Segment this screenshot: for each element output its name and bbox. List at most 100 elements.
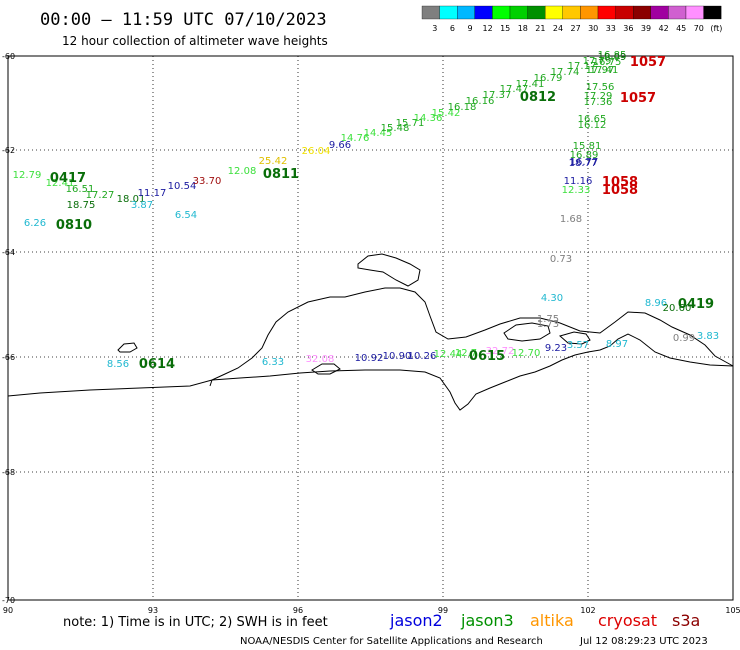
wave-height-value: 10.54 [168, 181, 197, 192]
colorbar-swatch [562, 5, 581, 20]
wave-height-value: 16.12 [578, 120, 607, 131]
wave-height-value: 16.79 [534, 73, 563, 84]
graticule [8, 56, 733, 600]
longitude-tick: 96 [293, 606, 303, 615]
wave-height-value: 16.16 [466, 96, 495, 107]
wave-height-value: 18.77 [569, 158, 598, 169]
colorbar-swatch [615, 5, 634, 20]
satellite-legend-item: jason2 [389, 611, 443, 630]
pass-time-label: 0812 [520, 90, 556, 105]
colorbar-label: 15 [500, 24, 510, 33]
wave-height-value: 15.48 [381, 123, 410, 134]
colorbar-label: 18 [518, 24, 528, 33]
wave-height-value: 10.92 [355, 353, 384, 364]
pass-time-label: 0614 [139, 357, 175, 372]
wave-height-value: 6.26 [24, 218, 46, 229]
wave-height-value: 18.75 [67, 200, 96, 211]
colorbar-legend: 3 6 9 12 15 18 21 24 27 30 33 36 39 42 45 70 (ft) [421, 5, 722, 33]
wave-height-value: 8.56 [107, 359, 129, 370]
wave-height-value: 16.65 [578, 114, 607, 125]
satellite-legend-item: altika [530, 611, 574, 630]
wave-height-value: 12.33 [562, 185, 591, 196]
longitude-tick: 102 [580, 606, 595, 615]
colorbar-label: 9 [467, 24, 472, 33]
pass-time-label: 1058 [602, 175, 638, 190]
wave-height-value: 15.71 [396, 118, 425, 129]
wave-height-value: 14.76 [341, 133, 370, 144]
pass-time-label: 1058 [602, 183, 638, 198]
colorbar-swatch [545, 5, 563, 20]
wave-height-value: 32.08 [306, 354, 335, 365]
wave-height-value: 17.29 [584, 91, 613, 102]
wave-height-value: 17.41 [590, 65, 619, 76]
colorbar-swatch [633, 5, 651, 20]
wave-height-value: 17.56 [586, 82, 615, 93]
wave-height-value: 17.27 [86, 190, 115, 201]
wave-height-value: 12.44 [434, 349, 463, 360]
longitude-tick: 99 [438, 606, 448, 615]
colorbar-label: 45 [676, 24, 686, 33]
wave-height-value: 1.75 [537, 314, 559, 325]
colorbar-label: 12 [483, 24, 493, 33]
colorbar-label: 24 [553, 24, 563, 33]
wave-height-value: 16.51 [66, 184, 95, 195]
wave-height-value: 10.90 [383, 351, 412, 362]
colorbar-swatch [492, 5, 511, 20]
colorbar-swatch [509, 5, 528, 20]
wave-height-value: 11.17 [138, 188, 167, 199]
wave-height-value: 18.01 [117, 194, 146, 205]
colorbar-label: 33 [606, 24, 616, 33]
wave-height-value: 17.47 [500, 84, 529, 95]
colorbar-label: 42 [659, 24, 669, 33]
wave-height-value: 14.45 [364, 128, 393, 139]
wave-height-value: 33.70 [193, 176, 222, 187]
wave-height-value: 20.60 [663, 303, 692, 314]
wave-height-value: 16.18 [448, 102, 477, 113]
wave-height-value: 12.7 [455, 348, 477, 359]
latitude-ticks: -60 -62 -64 -66 -68 -70 [2, 52, 15, 605]
colorbar-label: 36 [623, 24, 633, 33]
colorbar-label: 30 [588, 24, 598, 33]
wave-height-value: 16.75 [593, 57, 622, 68]
wave-height-value: 15.81 [573, 141, 602, 152]
wave-height-value: 26.04 [302, 146, 331, 157]
colorbar-swatch [580, 5, 599, 20]
wave-height-value: 10.26 [408, 351, 437, 362]
colorbar-swatch [457, 5, 475, 20]
satellite-legend-item: jason3 [460, 611, 514, 630]
pass-time-label: 0810 [56, 218, 92, 233]
wave-height-value: 32.72 [486, 346, 515, 357]
colorbar-label: 3 [432, 24, 437, 33]
latitude-tick: -70 [2, 596, 15, 605]
page-subtitle: 12 hour collection of altimeter wave hei… [62, 34, 328, 48]
satellite-legend: jason2 jason3 altika cryosat s3a [389, 611, 700, 630]
latitude-tick: -60 [2, 52, 15, 61]
wave-height-value: 0.99 [673, 333, 695, 344]
colorbar-label: 21 [535, 24, 545, 33]
wave-height-value: 11.16 [564, 176, 593, 187]
wave-height-value: 14.36 [414, 113, 443, 124]
wave-height-value: 1.73 [537, 319, 559, 330]
wave-height-value: 17.79 [583, 56, 612, 67]
wave-height-value: 16.77 [570, 157, 599, 168]
colorbar-label: (ft) [710, 24, 722, 33]
wave-height-value: 4.30 [541, 293, 563, 304]
wave-height-value: 0.73 [550, 254, 572, 265]
pass-time-label: 0419 [678, 297, 714, 312]
wave-height-value: 3.57 [567, 340, 589, 351]
latitude-tick: -66 [2, 353, 15, 362]
pass-time-label: 1057 [620, 91, 656, 106]
colorbar-swatch [703, 5, 722, 20]
colorbar-swatch [597, 5, 616, 20]
wave-height-value: 17.17 [568, 61, 597, 72]
colorbar-swatch [474, 5, 493, 20]
colorbar-swatch [439, 5, 458, 20]
wave-height-value: 3.87 [131, 200, 153, 211]
wave-height-value: 17.36 [584, 97, 613, 108]
antarctic-coastline [7, 253, 734, 411]
wave-height-value: 6.54 [175, 210, 197, 221]
wave-height-value: 15.42 [432, 108, 461, 119]
timestamp: Jul 12 08:29:23 UTC 2023 [579, 636, 708, 647]
